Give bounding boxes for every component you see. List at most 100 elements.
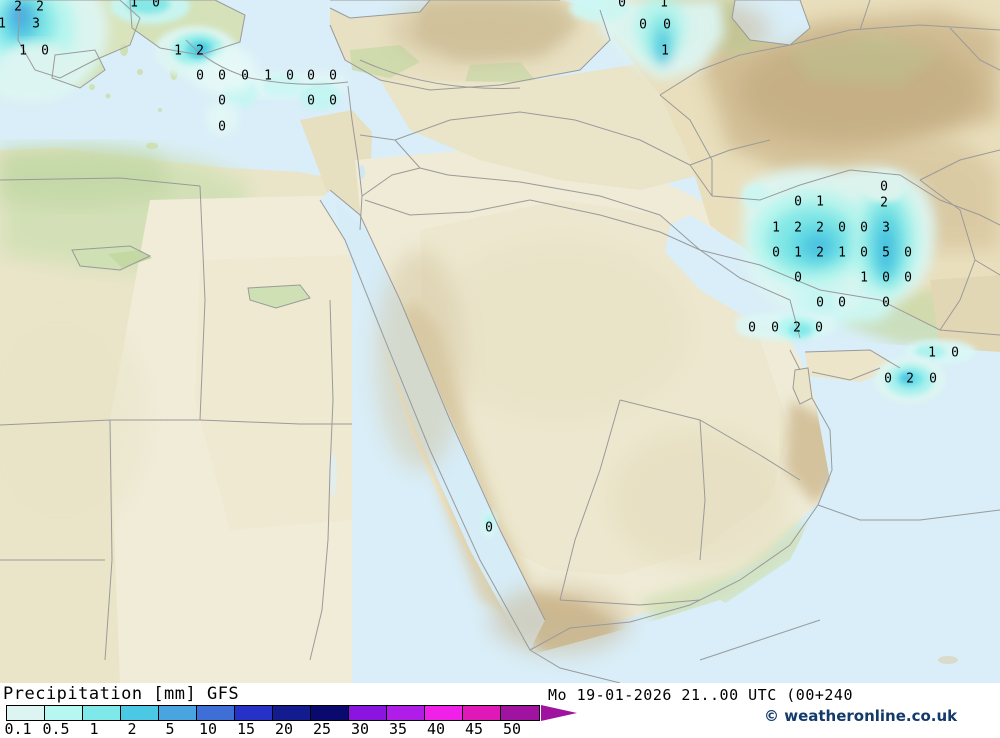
- precipitation-field: [0, 0, 976, 538]
- legend-panel: Precipitation [mm] GFS Mo 19-01-2026 21.…: [0, 683, 1000, 738]
- precip-value: 1: [0, 16, 6, 32]
- precip-value: 0: [816, 295, 824, 311]
- precip-value: 1: [816, 194, 824, 210]
- colorbar-swatch-10[interactable]: [197, 706, 235, 720]
- precipitation-colorbar[interactable]: [6, 705, 540, 721]
- precip-value: 0: [904, 270, 912, 286]
- precip-value: 1: [174, 43, 182, 59]
- precip-value: 0: [218, 119, 226, 135]
- precip-value: 0: [838, 220, 846, 236]
- precip-value: 0: [663, 17, 671, 33]
- map-graphic: [0, 0, 1000, 683]
- border-layer: [0, 0, 1000, 683]
- precip-value: 0: [41, 43, 49, 59]
- tick-label-10: 10: [198, 720, 218, 738]
- precip-value: 2: [196, 43, 204, 59]
- precip-value: 1: [928, 345, 936, 361]
- precip-value: 0: [880, 179, 888, 195]
- tick-label-2: 2: [127, 720, 137, 738]
- colorbar-swatch-0.1[interactable]: [7, 706, 45, 720]
- colorbar-swatch-1[interactable]: [83, 706, 121, 720]
- precip-value: 1: [860, 270, 868, 286]
- precip-value: 0: [904, 245, 912, 261]
- precip-value: 2: [880, 195, 888, 211]
- precip-value: 0: [639, 17, 647, 33]
- colorbar-swatch-15[interactable]: [235, 706, 273, 720]
- precip-value: 0: [860, 245, 868, 261]
- precip-value: 1: [264, 68, 272, 84]
- precip-value: 0: [307, 93, 315, 109]
- tick-label-0.1: 0.1: [4, 720, 32, 738]
- tick-label-25: 25: [312, 720, 332, 738]
- colorbar-swatch-50[interactable]: [501, 706, 539, 720]
- precip-value: 0: [951, 345, 959, 361]
- precip-value: 0: [152, 0, 160, 11]
- tick-label-15: 15: [236, 720, 256, 738]
- precip-value: 1: [661, 43, 669, 59]
- colorbar-overflow-arrow: [541, 705, 577, 721]
- forecast-datetime: Mo 19-01-2026 21..00 UTC (00+240: [548, 686, 853, 704]
- precip-value: 2: [816, 220, 824, 236]
- colorbar-swatch-20[interactable]: [273, 706, 311, 720]
- colorbar-swatch-40[interactable]: [425, 706, 463, 720]
- tick-label-50: 50: [502, 720, 522, 738]
- colorbar-swatch-2[interactable]: [121, 706, 159, 720]
- colorbar-swatch-45[interactable]: [463, 706, 501, 720]
- precip-value: 0: [794, 270, 802, 286]
- precip-value: 2: [36, 0, 44, 15]
- precip-value: 0: [218, 93, 226, 109]
- tick-label-20: 20: [274, 720, 294, 738]
- precip-value: 0: [286, 68, 294, 84]
- precip-value: 1: [794, 245, 802, 261]
- precip-value: 3: [32, 16, 40, 32]
- precip-value: 0: [196, 68, 204, 84]
- tick-label-5: 5: [165, 720, 175, 738]
- tick-label-1: 1: [89, 720, 99, 738]
- colorbar-swatch-25[interactable]: [311, 706, 349, 720]
- colorbar-swatch-30[interactable]: [349, 706, 387, 720]
- precip-value: 0: [815, 320, 823, 336]
- precip-value: 0: [241, 68, 249, 84]
- precip-value: 2: [793, 320, 801, 336]
- colorbar-tick-labels: 0.1 0.5 1 2 5 10 15 20 25 30 35 40 45 50: [0, 720, 1000, 738]
- precip-value: 2: [816, 245, 824, 261]
- precip-value: 0: [838, 295, 846, 311]
- precip-value: 0: [748, 320, 756, 336]
- precip-value: 0: [771, 320, 779, 336]
- tick-label-30: 30: [350, 720, 370, 738]
- precip-value: 0: [929, 371, 937, 387]
- precip-value: 0: [618, 0, 626, 11]
- legend-title: Precipitation [mm] GFS: [3, 684, 240, 704]
- precip-value: 2: [14, 0, 22, 15]
- precip-value: 0: [794, 194, 802, 210]
- precip-value: 0: [329, 68, 337, 84]
- colorbar-swatch-5[interactable]: [159, 706, 197, 720]
- precip-value: 2: [794, 220, 802, 236]
- precip-value: 0: [884, 371, 892, 387]
- colorbar-swatch-35[interactable]: [387, 706, 425, 720]
- precip-value: 3: [882, 220, 890, 236]
- precip-value: 1: [838, 245, 846, 261]
- tick-label-40: 40: [426, 720, 446, 738]
- precip-value: 5: [882, 245, 890, 261]
- precip-value: 0: [882, 295, 890, 311]
- precip-value: 0: [307, 68, 315, 84]
- precip-value: 0: [218, 68, 226, 84]
- precip-value: 0: [485, 520, 493, 536]
- precip-value: 0: [882, 270, 890, 286]
- precip-value: 0: [860, 220, 868, 236]
- precip-value: 0: [329, 93, 337, 109]
- tick-label-0.5: 0.5: [42, 720, 70, 738]
- precip-value: 1: [130, 0, 138, 11]
- tick-label-35: 35: [388, 720, 408, 738]
- tick-label-45: 45: [464, 720, 484, 738]
- copyright-notice: © weatheronline.co.uk: [764, 707, 958, 725]
- precip-value: 2: [906, 371, 914, 387]
- precip-value: 1: [19, 43, 27, 59]
- colorbar-swatch-0.5[interactable]: [45, 706, 83, 720]
- precip-value: 0: [772, 245, 780, 261]
- precip-value: 1: [772, 220, 780, 236]
- precip-value: 1: [660, 0, 668, 11]
